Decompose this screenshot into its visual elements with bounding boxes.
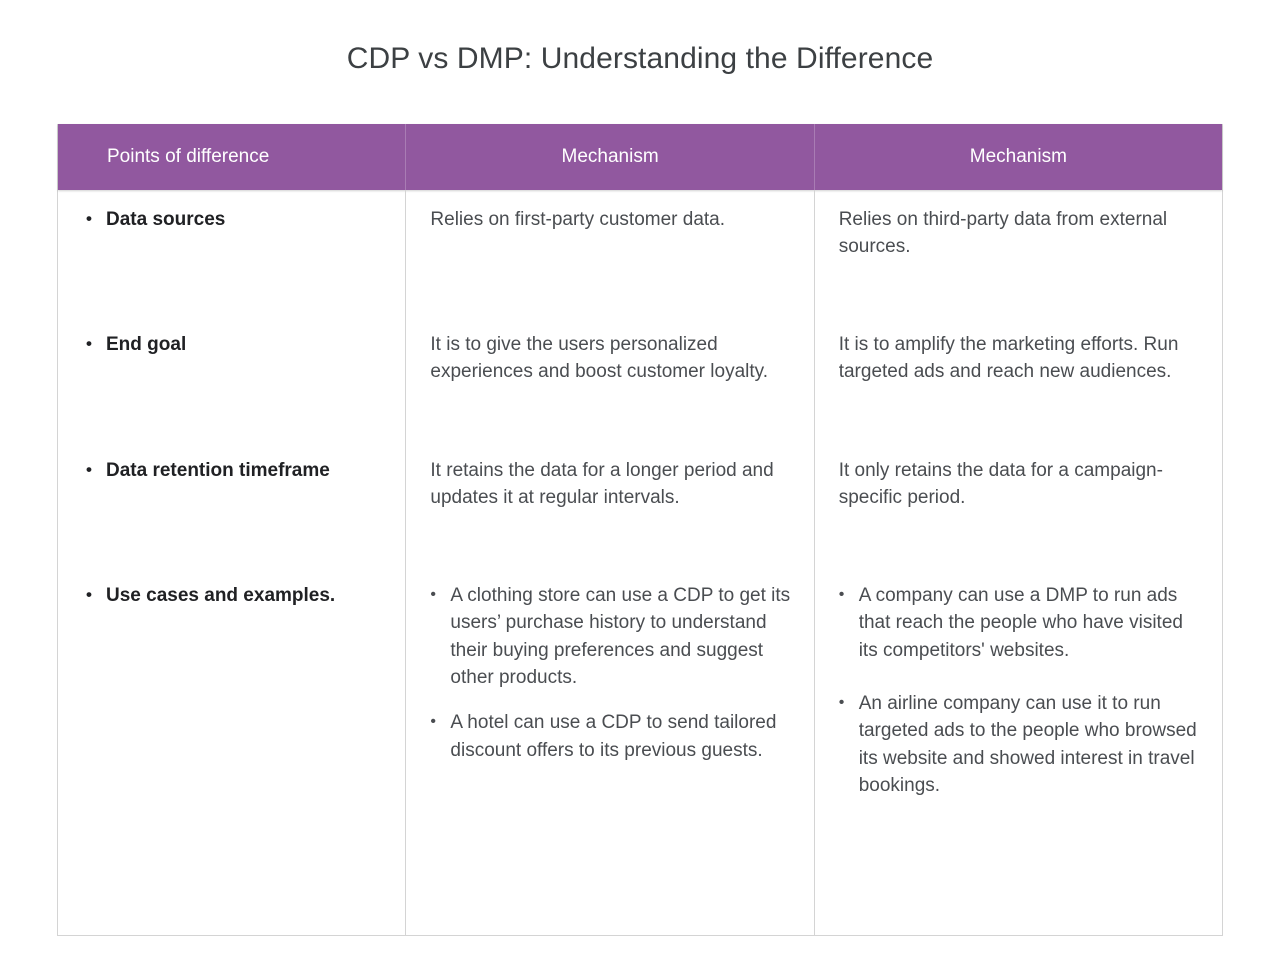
table-row: • Data retention timeframe It retains th… [58,441,1222,566]
bullet-icon: • [86,585,92,604]
row-label-cell: • Use cases and examples. [58,566,407,935]
dmp-description: Relies on third-party data from external… [838,209,1168,258]
cdp-example-list: • A clothing store can use a CDP to get … [430,582,797,764]
list-item: • A company can use a DMP to run ads tha… [839,582,1204,664]
list-item: • A clothing store can use a CDP to get … [430,582,797,691]
column-header-points-of-difference: Points of difference [58,124,407,190]
cdp-cell: • A clothing store can use a CDP to get … [406,566,815,935]
dmp-description: It is to amplify the marketing efforts. … [838,334,1179,383]
cdp-cell: It retains the data for a longer period … [406,441,815,566]
column-header-mechanism-cdp: Mechanism [406,124,815,190]
point-of-difference: • Data sources [86,206,391,232]
column-header-label: Mechanism [969,146,1067,167]
table-row: • Use cases and examples. • A clothing s… [58,566,1222,935]
row-label-cell: • End goal [58,315,407,441]
point-label: Data sources [106,209,226,230]
bullet-icon: • [86,334,92,353]
table-header-row: Points of difference Mechanism Mechanism [58,124,1222,190]
page-title: CDP vs DMP: Understanding the Difference [346,42,934,75]
column-header-mechanism-dmp: Mechanism [815,124,1222,190]
bullet-icon: • [430,713,437,731]
point-label: Data retention timeframe [106,460,330,481]
cdp-description: It retains the data for a longer period … [430,460,774,509]
bullet-icon: • [86,460,92,479]
list-item-text: A hotel can use a CDP to send tailored d… [450,712,777,761]
list-item: • A hotel can use a CDP to send tailored… [430,709,797,764]
table-row: • Data sources Relies on first-party cus… [58,190,1222,315]
table-row: • End goal It is to give the users perso… [58,315,1222,441]
bullet-icon: • [430,586,437,603]
point-label: Use cases and examples. [106,585,336,606]
cdp-cell: Relies on first-party customer data. [406,190,815,315]
bullet-icon: • [86,209,92,228]
dmp-cell: It only retains the data for a campaign-… [815,441,1222,566]
list-item-text: A clothing store can use a CDP to get it… [450,585,791,689]
dmp-cell: It is to amplify the marketing efforts. … [815,315,1222,441]
bullet-icon: • [838,694,845,712]
list-item: • An airline company can use it to run t… [839,690,1204,799]
point-of-difference: • End goal [86,331,391,357]
column-header-label: Mechanism [561,146,659,167]
cdp-cell: It is to give the users personalized exp… [406,315,815,441]
bullet-icon: • [838,586,845,603]
dmp-cell: • A company can use a DMP to run ads tha… [815,566,1222,935]
cdp-description: Relies on first-party customer data. [430,209,726,230]
point-label: End goal [106,334,187,355]
cdp-description: It is to give the users personalized exp… [430,334,769,383]
list-item-text: A company can use a DMP to run ads that … [858,585,1183,661]
point-of-difference: • Use cases and examples. [86,582,391,608]
row-label-cell: • Data sources [58,190,407,315]
dmp-description: It only retains the data for a campaign-… [838,460,1163,509]
table-body: • Data sources Relies on first-party cus… [58,190,1222,935]
column-header-label: Points of difference [107,146,270,167]
dmp-cell: Relies on third-party data from external… [815,190,1222,315]
dmp-example-list: • A company can use a DMP to run ads tha… [839,582,1204,800]
point-of-difference: • Data retention timeframe [86,457,391,483]
row-label-cell: • Data retention timeframe [58,441,407,566]
comparison-table: Points of difference Mechanism Mechanism… [57,124,1223,936]
list-item-text: An airline company can use it to run tar… [858,693,1197,797]
